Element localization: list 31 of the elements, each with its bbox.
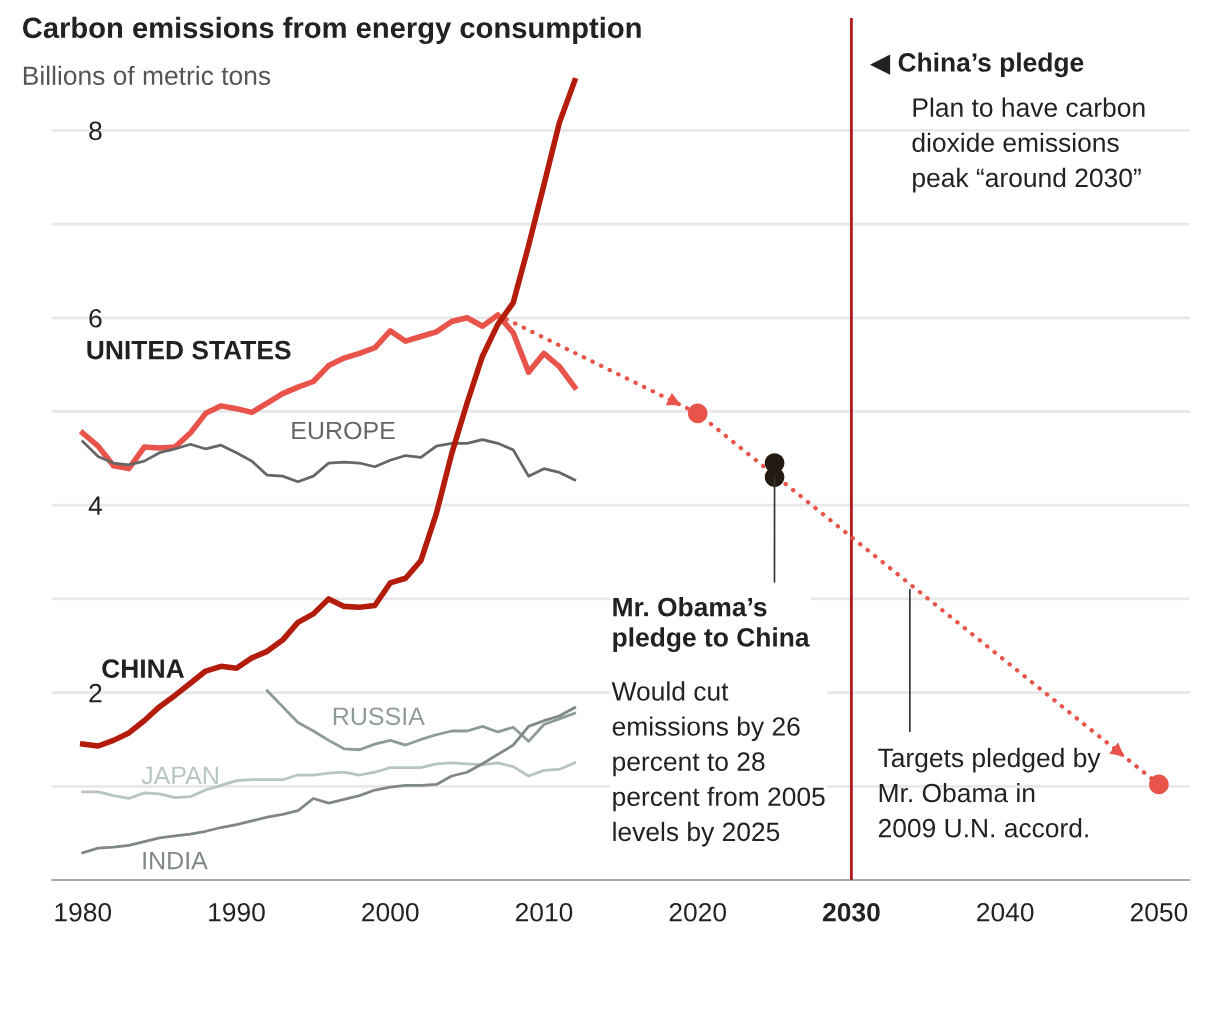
annotation: Plan to have carbon dioxide emissions peak “around 2030” bbox=[912, 97, 1145, 193]
point bbox=[687, 403, 708, 424]
y-tick-label: 6 bbox=[89, 308, 102, 328]
point bbox=[764, 467, 785, 487]
annotation: Mr. Obama’s pledge to China bbox=[613, 597, 810, 653]
y-tick-label: 2 bbox=[89, 683, 102, 703]
x-tick-label: 2010 bbox=[515, 902, 573, 922]
series-label: JAPAN bbox=[141, 766, 218, 785]
annotation: Targets pledged by Mr. Obama in 2009 U.N. accord. bbox=[878, 747, 1101, 838]
x-tick-label: 1980 bbox=[55, 902, 112, 922]
point bbox=[1149, 774, 1169, 795]
series-label: CHINA bbox=[102, 659, 185, 678]
series-label: UNITED STATES bbox=[87, 340, 291, 360]
x-tick-label: 2050 bbox=[1130, 902, 1188, 922]
annotation: Would cut emissions by 26 percent to 28 percent from 2005 levels by 2025 bbox=[611, 681, 825, 847]
y-tick-label: 4 bbox=[88, 496, 102, 515]
x-tick-label: 2030 bbox=[823, 902, 880, 922]
x-tick-label: 1990 bbox=[209, 902, 265, 922]
x-tick-label: 2040 bbox=[977, 902, 1034, 922]
series-label: EUROPE bbox=[292, 421, 395, 440]
x-tick-label: 2000 bbox=[362, 902, 419, 922]
ref-line-label: ◀ China’s pledge bbox=[869, 52, 1084, 78]
series-label: INDIA bbox=[143, 851, 208, 870]
x-tick-label: 2020 bbox=[669, 902, 727, 922]
line-series bbox=[265, 689, 577, 752]
series-label: RUSSIA bbox=[333, 707, 425, 726]
y-tick-label: 8 bbox=[89, 121, 102, 141]
chart-title: Carbon emissions from energy consumption bbox=[22, 16, 641, 45]
line-series bbox=[81, 761, 577, 800]
line-series bbox=[81, 438, 577, 484]
text: Billions of metric tons bbox=[23, 65, 271, 86]
